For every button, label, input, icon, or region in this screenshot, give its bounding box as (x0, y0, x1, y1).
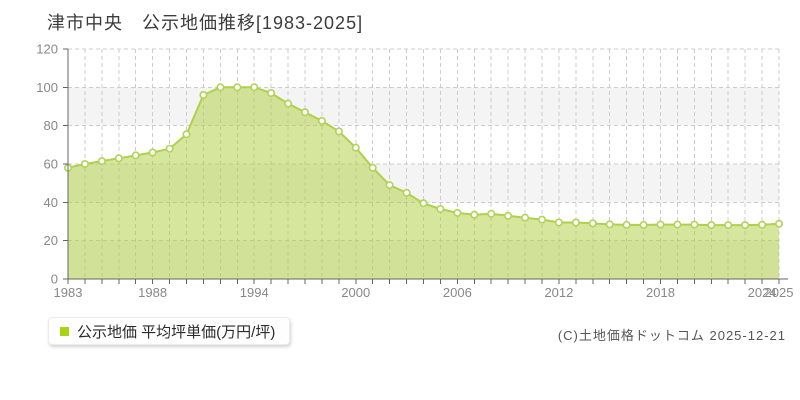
y-tick-label: 20 (44, 233, 58, 248)
x-tick-label: 1983 (54, 285, 83, 300)
series-marker-icon (60, 326, 69, 336)
x-tick-label: 2024 (748, 285, 777, 300)
x-tick-label: 2018 (646, 285, 675, 300)
data-point-markers (64, 83, 783, 230)
y-tick-label: 80 (44, 118, 58, 133)
x-tick-label: 2000 (341, 285, 370, 300)
y-tick-label: 60 (44, 157, 58, 172)
x-tick-label: 2006 (443, 285, 472, 300)
copyright-text: (C)土地価格ドットコム 2025-12-21 (557, 328, 786, 343)
legend-label: 公示地価 平均坪単価(万円/坪) (77, 323, 276, 341)
y-tick-label: 100 (36, 80, 58, 95)
legend: 公示地価 平均坪単価(万円/坪) (48, 317, 291, 345)
chart-title: 津市中央 公示地価推移[1983-2025] (47, 13, 364, 33)
axis-tick-labels: 0 20 40 60 80 100 120 1983 1988 1994 2000 2006 2012 2… (36, 42, 793, 301)
x-tick-label: 2025 (765, 285, 794, 300)
y-tick-label: 120 (36, 42, 58, 57)
x-tick-label: 1994 (240, 285, 269, 300)
x-tick-label: 1988 (138, 285, 167, 300)
y-tick-label: 0 (51, 272, 58, 287)
y-tick-label: 40 (44, 195, 58, 210)
x-tick-label: 2012 (544, 285, 573, 300)
axes (63, 48, 788, 284)
